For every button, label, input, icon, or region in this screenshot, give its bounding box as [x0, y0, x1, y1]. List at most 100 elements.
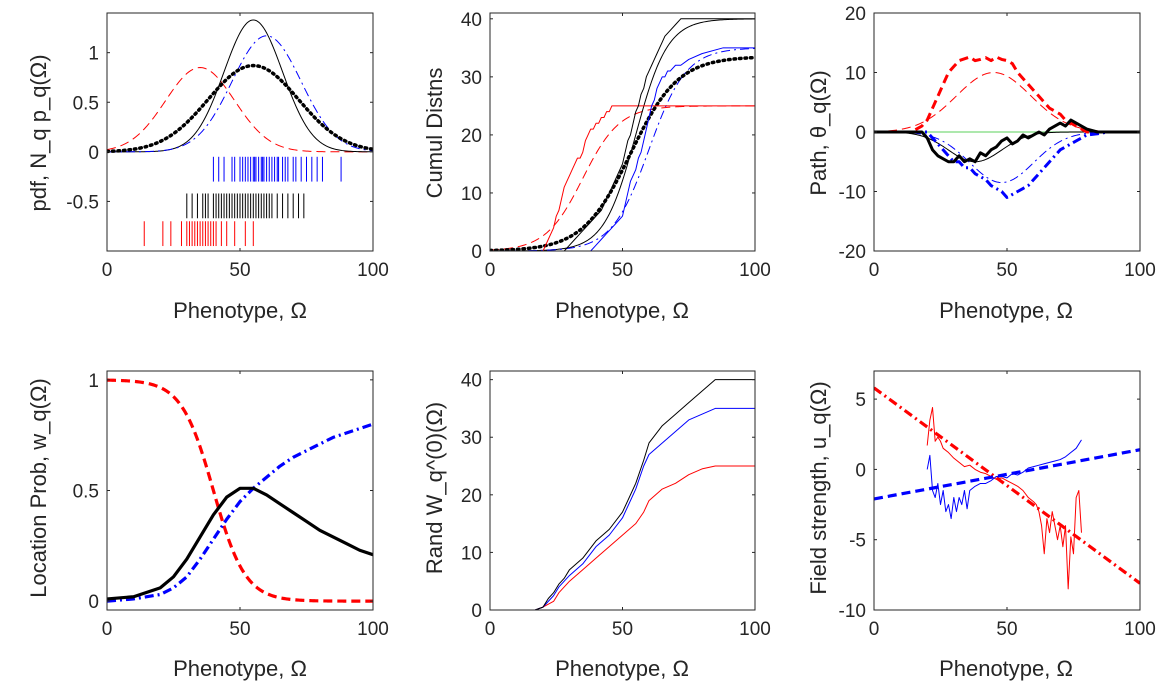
field-xlabel: Phenotype, Ω [939, 656, 1073, 681]
pdf-ytick-label-2: 0.5 [73, 93, 99, 114]
pdf-ytick-label-0: -0.5 [66, 192, 99, 213]
field-series-3 [874, 448, 1140, 501]
rand-series-1 [490, 407, 755, 610]
rand-ylabel: Rand W_q^(0)(Ω) [422, 402, 447, 574]
rand-series-group [490, 379, 755, 610]
field-series-group [874, 386, 1140, 590]
path-xtick-label-1: 50 [996, 260, 1017, 281]
field-series-2 [874, 386, 1140, 585]
field-ytick-label-1: -5 [849, 531, 866, 552]
cumul-ytick-label-3: 30 [461, 68, 482, 89]
path-series-4 [874, 55, 1140, 134]
rand-xtick-label-1: 50 [612, 619, 633, 640]
cumul-xtick-label-1: 50 [612, 260, 633, 281]
path-ytick-label-1: -10 [839, 183, 866, 204]
path-ytick-label-2: 0 [855, 123, 866, 144]
field-ylabel: Field strength, u_q(Ω) [806, 381, 831, 594]
field-series-1 [926, 439, 1082, 520]
pdf-series-group [107, 19, 373, 247]
panel-rand: Phenotype, Ω Rand W_q^(0)(Ω) [422, 402, 689, 681]
location-xlabel: Phenotype, Ω [173, 656, 307, 681]
rand-xtick-label-0: 0 [485, 619, 496, 640]
path-ytick-label-0: -20 [839, 242, 866, 263]
location-xtick-label-1: 50 [229, 619, 250, 640]
field-series-0 [926, 407, 1082, 590]
panel-cumul: Phenotype, Ω Cumul Distns [422, 68, 689, 323]
rand-ytick-label-2: 20 [461, 486, 482, 507]
location-axes-box [106, 370, 374, 611]
panel-pdf: Phenotype, Ω pdf, N_q p_q(Ω) [26, 54, 307, 323]
path-series-5 [874, 130, 1140, 199]
cumul-xtick-label-0: 0 [485, 260, 496, 281]
cumul-series-group [490, 18, 755, 251]
rand-xlabel: Phenotype, Ω [555, 656, 689, 681]
location-ytick-label-1: 0.5 [73, 482, 99, 503]
location-xtick-label-2: 100 [357, 619, 389, 640]
path-ylabel: Path, θ_q(Ω) [806, 70, 831, 195]
path-xtick-label-0: 0 [869, 260, 880, 281]
location-xtick-label-0: 0 [102, 619, 113, 640]
location-ytick-label-2: 1 [88, 371, 99, 392]
pdf-ytick-label-1: 0 [88, 143, 99, 164]
pdf-series-0 [107, 67, 373, 153]
cumul-ylabel: Cumul Distns [422, 68, 447, 199]
path-ytick-label-3: 10 [845, 64, 866, 85]
pdf-xtick-label-0: 0 [102, 260, 113, 281]
panel-path: Phenotype, Ω Path, θ_q(Ω) [806, 70, 1073, 323]
cumul-series-4 [490, 105, 755, 251]
cumul-ytick-label-2: 20 [461, 126, 482, 147]
cumul-series-5 [490, 18, 755, 251]
rand-ytick-label-1: 10 [461, 543, 482, 564]
field-ytick-label-3: 5 [855, 390, 866, 411]
rand-xtick-label-2: 100 [739, 619, 771, 640]
field-xtick-label-1: 50 [996, 619, 1017, 640]
path-series-6 [874, 118, 1140, 164]
field-xtick-label-2: 100 [1124, 619, 1156, 640]
pdf-xtick-label-2: 100 [357, 260, 389, 281]
location-series-1 [107, 422, 373, 603]
pdf-ytick-label-3: 1 [88, 44, 99, 65]
cumul-xlabel: Phenotype, Ω [555, 298, 689, 323]
rand-series-2 [490, 379, 755, 610]
path-series-1 [874, 72, 1140, 133]
field-ytick-label-2: 0 [855, 460, 866, 481]
rand-axes-box [489, 370, 756, 611]
rand-ytick-label-0: 0 [471, 601, 482, 622]
pdf-xtick-label-1: 50 [229, 260, 250, 281]
field-plot: 0 50 100 -10 -5 0 5 [839, 370, 1156, 640]
path-xtick-label-2: 100 [1124, 260, 1156, 281]
rand-series-0 [490, 465, 755, 610]
cumul-ytick-label-0: 0 [471, 242, 482, 263]
cumul-ytick-label-4: 40 [461, 10, 482, 31]
location-series-2 [107, 486, 373, 601]
cumul-ytick-label-1: 10 [461, 184, 482, 205]
path-plot: 0 50 100 -20 -10 0 10 20 [839, 4, 1156, 281]
rand-ytick-label-3: 30 [461, 428, 482, 449]
cumul-series-2 [490, 48, 755, 251]
rand-ytick-label-4: 40 [461, 371, 482, 392]
path-ytick-label-4: 20 [845, 4, 866, 25]
rand-plot: 0 50 100 0 10 20 30 40 [461, 370, 771, 640]
panel-location: Phenotype, Ω Location Prob, w_q(Ω) [26, 378, 307, 681]
pdf-series-3 [107, 63, 373, 154]
location-series-group [107, 378, 373, 603]
location-plot: 0 50 100 0 0.5 1 [73, 370, 389, 640]
cumul-xtick-label-2: 100 [739, 260, 771, 281]
field-ytick-label-0: -10 [839, 601, 866, 622]
cumul-series-6 [490, 47, 755, 251]
pdf-ylabel: pdf, N_q p_q(Ω) [26, 54, 51, 211]
field-xtick-label-0: 0 [869, 619, 880, 640]
panel-field: Phenotype, Ω Field strength, u_q(Ω) [806, 381, 1073, 681]
cumul-series-0 [490, 105, 755, 251]
field-axes-box [873, 370, 1141, 611]
location-ytick-label-0: 0 [88, 592, 99, 613]
path-xlabel: Phenotype, Ω [939, 298, 1073, 323]
location-series-0 [107, 378, 373, 603]
cumul-series-3 [490, 55, 755, 251]
path-series-group [874, 55, 1140, 199]
cumul-plot: 0 50 100 0 10 20 30 40 [461, 10, 771, 281]
pdf-xlabel: Phenotype, Ω [173, 298, 307, 323]
pdf-series-2 [107, 35, 373, 153]
